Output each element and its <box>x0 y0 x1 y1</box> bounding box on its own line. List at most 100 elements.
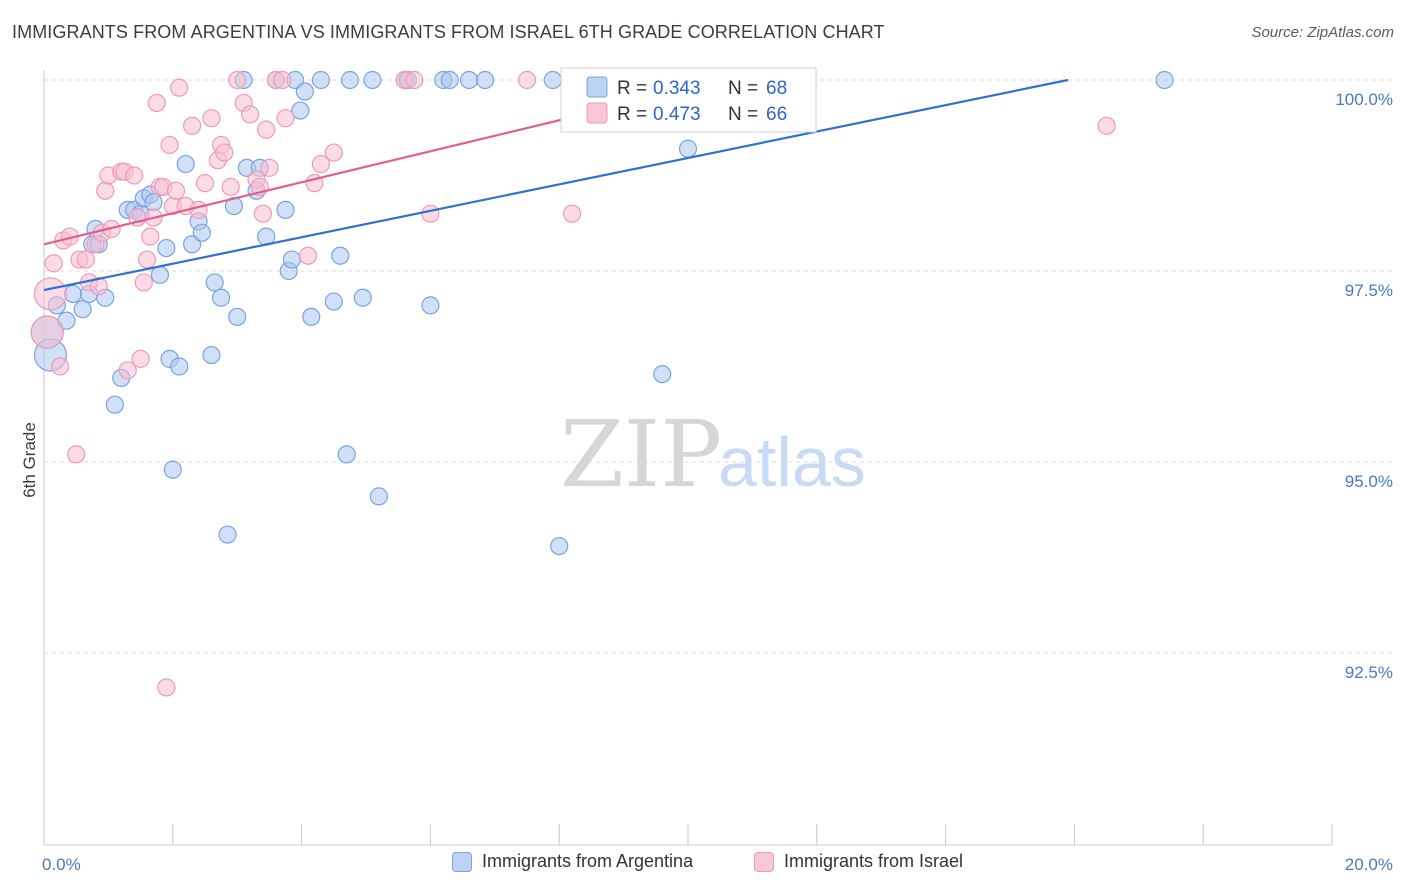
israel-point <box>170 78 189 97</box>
argentina-point <box>369 487 388 506</box>
y-tick-label: 92.5% <box>1345 663 1393 682</box>
israel-point <box>76 250 95 269</box>
x-tick-label-min: 0.0% <box>42 855 81 874</box>
argentina-point <box>353 288 372 307</box>
legend-r-value-argentina: 0.343 <box>653 78 701 99</box>
top-legend: R = 0.343 N = 68 R = 0.473 N = 66 <box>560 67 817 133</box>
legend-r-value-israel: 0.473 <box>653 104 701 125</box>
israel-point <box>118 361 137 380</box>
legend-n-value-israel: 66 <box>766 104 787 125</box>
argentina-point <box>550 536 569 556</box>
argentina-point <box>157 238 176 258</box>
trend-line-argentina <box>43 78 1069 292</box>
argentina-point <box>212 288 231 307</box>
israel-point <box>166 181 186 200</box>
x-tick-label-max: 20.0% <box>1345 855 1393 874</box>
argentina-point <box>331 246 350 265</box>
israel-point <box>215 143 234 162</box>
argentina-point <box>228 307 247 326</box>
legend-item-israel[interactable]: Immigrants from Israel <box>754 851 963 872</box>
legend-swatch-israel <box>586 102 608 124</box>
israel-point <box>137 250 157 269</box>
israel-point <box>96 181 115 200</box>
israel-point <box>50 357 70 376</box>
legend-n-label-argentina: N = <box>728 78 758 99</box>
y-axis-tick-labels: 92.5% 95.0% 97.5% 100.0% <box>1335 90 1393 682</box>
legend-label-israel: Immigrants from Israel <box>784 851 964 871</box>
israel-point <box>1097 116 1116 135</box>
argentina-point <box>340 70 359 90</box>
israel-point <box>44 254 63 273</box>
y-tick-label: 100.0% <box>1335 90 1393 109</box>
israel-point <box>141 227 160 246</box>
israel-point <box>30 315 64 349</box>
watermark-zip: ZIP <box>560 401 722 508</box>
argentina-point <box>276 200 295 219</box>
argentina-point <box>192 223 211 242</box>
watermark-atlas: atlas <box>718 423 866 501</box>
argentina-point <box>459 70 479 90</box>
x-axis-ticks <box>43 824 1333 845</box>
argentina-point <box>73 300 92 319</box>
israel-point <box>311 154 331 174</box>
israel-point <box>257 120 276 139</box>
israel-point <box>157 678 176 697</box>
argentina-point <box>421 296 440 315</box>
argentina-point <box>282 250 302 269</box>
argentina-point <box>337 445 356 464</box>
israel-point <box>147 93 166 113</box>
argentina-point <box>205 273 224 292</box>
argentina-point <box>543 70 562 90</box>
argentina-point <box>170 357 189 376</box>
legend-n-value-argentina: 68 <box>766 78 787 99</box>
legend-swatch-argentina <box>586 76 608 98</box>
argentina-point <box>440 70 459 90</box>
israel-point <box>273 70 292 90</box>
israel-point <box>33 277 68 311</box>
legend-label-argentina: Immigrants from Argentina <box>482 851 694 871</box>
argentina-point <box>653 365 672 384</box>
israel-point <box>405 70 424 90</box>
legend-r-label-argentina: R = <box>617 78 647 99</box>
argentina-point <box>1155 70 1174 90</box>
legend-swatch-argentina-bottom <box>452 851 472 872</box>
israel-point <box>131 349 150 368</box>
argentina-point <box>105 395 124 414</box>
argentina-point <box>150 265 170 284</box>
legend-item-argentina[interactable]: Immigrants from Argentina <box>452 851 693 872</box>
israel-point <box>67 445 86 464</box>
israel-point <box>183 116 202 135</box>
israel-point <box>221 177 240 197</box>
legend-r-label-israel: R = <box>617 104 647 125</box>
chart-title: IMMIGRANTS FROM ARGENTINA VS IMMIGRANTS … <box>12 22 885 42</box>
israel-point <box>160 135 179 155</box>
legend-swatch-israel-bottom <box>754 851 774 872</box>
y-tick-label: 97.5% <box>1345 281 1393 300</box>
israel-point <box>276 109 295 128</box>
israel-point <box>298 246 318 265</box>
argentina-point <box>218 525 237 544</box>
israel-point <box>253 204 273 223</box>
israel-point <box>228 70 247 90</box>
israel-point <box>562 204 582 223</box>
argentina-point <box>678 139 698 158</box>
legend-n-label-israel: N = <box>728 104 758 125</box>
argentina-point <box>291 101 310 120</box>
israel-point <box>421 204 440 223</box>
israel-point <box>125 166 144 185</box>
y-tick-label: 95.0% <box>1345 472 1393 491</box>
argentina-point <box>311 70 331 90</box>
israel-point <box>134 273 153 292</box>
argentina-point <box>202 345 221 365</box>
argentina-point <box>476 70 495 90</box>
y-axis-label: 6th Grade <box>20 422 39 498</box>
argentina-point <box>302 307 321 326</box>
argentina-point <box>295 82 314 101</box>
israel-point <box>260 158 279 177</box>
bottom-legend: Immigrants from Argentina Immigrants fro… <box>0 851 1406 879</box>
source-label: Source: ZipAtlas.com <box>1251 24 1394 41</box>
israel-point <box>517 70 537 90</box>
argentina-point <box>176 154 195 174</box>
israel-point <box>324 143 343 162</box>
